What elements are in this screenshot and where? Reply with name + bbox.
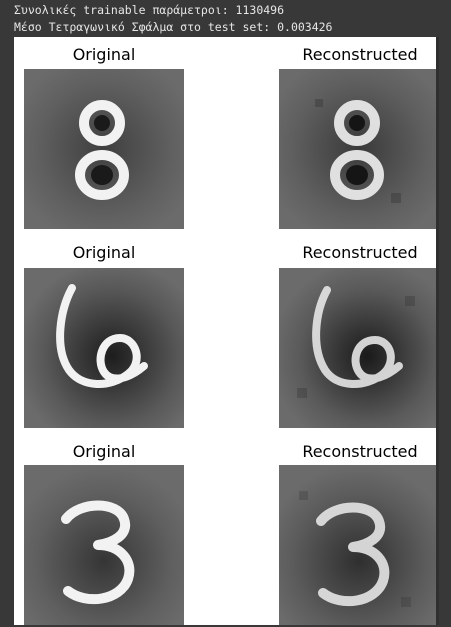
original-image-digit-8 xyxy=(24,69,184,229)
reconstructed-title: Reconstructed xyxy=(302,45,418,64)
reconstructed-image-digit-6 xyxy=(279,268,439,428)
reconstructed-title: Reconstructed xyxy=(302,243,418,262)
reconstructed-image-digit-3 xyxy=(279,465,439,625)
output-figure: Original Reconstructed xyxy=(14,37,439,625)
original-image-digit-3 xyxy=(24,465,184,625)
original-title: Original xyxy=(72,243,136,262)
original-image-digit-6 xyxy=(24,268,184,428)
console-line-mse: Μέσο Τετραγωνικό Σφάλμα στο test set: 0.… xyxy=(14,20,333,34)
console-line-params: Συνολικές trainable παράμετροι: 1130496 xyxy=(14,3,285,17)
reconstructed-image-digit-8 xyxy=(279,69,439,229)
console-output: Συνολικές trainable παράμετροι: 1130496 … xyxy=(0,0,451,36)
original-title: Original xyxy=(72,45,136,64)
right-edge-shadow xyxy=(436,37,439,625)
reconstructed-title: Reconstructed xyxy=(302,442,418,461)
original-title: Original xyxy=(72,442,136,461)
